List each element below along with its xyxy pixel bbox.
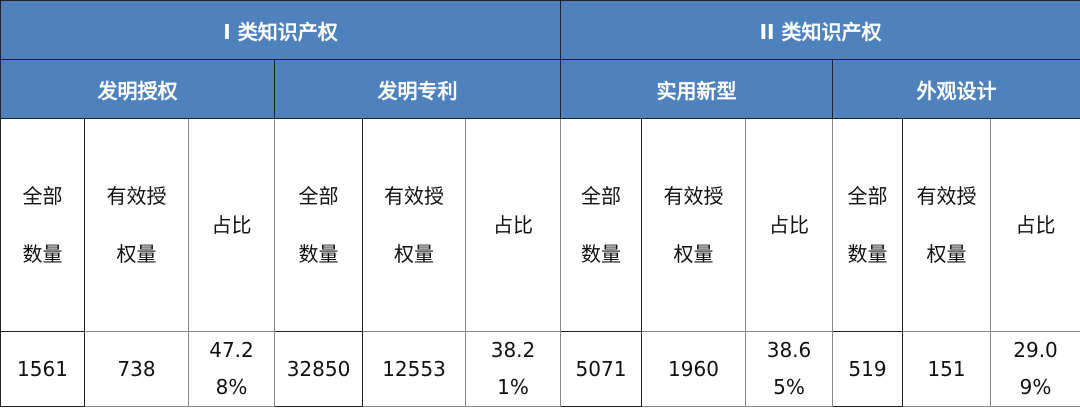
subgroup-header: 实用新型 xyxy=(560,59,833,119)
cell-value: 29.09% xyxy=(1013,338,1058,399)
column-header: 有效授权量 xyxy=(362,118,466,332)
column-header: 占比 xyxy=(745,118,833,332)
column-header: 有效授权量 xyxy=(84,118,189,332)
table-cell: 151 xyxy=(902,331,991,407)
subgroup-header: 外观设计 xyxy=(831,59,1080,119)
column-header: 有效授权量 xyxy=(641,118,746,332)
column-header-label: 占比 xyxy=(493,213,533,237)
cell-value: 38.21% xyxy=(490,338,536,399)
column-header-label: 全部数量 xyxy=(298,184,339,266)
table-cell: 12553 xyxy=(362,331,466,407)
subgroup-header: 发明专利 xyxy=(274,59,561,119)
cell-value: 32850 xyxy=(286,357,351,381)
table-cell: 1960 xyxy=(641,331,746,407)
table-cell: 38.21% xyxy=(465,331,561,407)
cell-value: 519 xyxy=(848,357,887,381)
table-cell: 38.65% xyxy=(745,331,833,407)
table-cell: 738 xyxy=(84,331,189,407)
column-header-label: 占比 xyxy=(211,213,252,237)
column-header-row: 全部数量 有效授权量 占比 全部数量 有效授权量 占比 全部数量 有效授权量 占比 全部数量 有效授… xyxy=(0,118,1080,332)
group-header-class-i: I 类知识产权 xyxy=(0,0,561,60)
column-header-label: 有效授权量 xyxy=(106,184,167,266)
column-header-label: 有效授权量 xyxy=(384,184,444,266)
cell-value: 12553 xyxy=(382,357,446,381)
column-header: 占比 xyxy=(989,118,1080,332)
cell-value: 1561 xyxy=(17,357,68,381)
table-row: 1561 738 47.28% 32850 12553 38.21% 5071 1960 38.… xyxy=(0,331,1080,407)
group-header-row: I 类知识产权 II 类知识产权 xyxy=(0,0,1080,60)
column-header: 占比 xyxy=(465,118,561,332)
column-header: 全部数量 xyxy=(832,118,903,332)
cell-value: 5071 xyxy=(575,357,627,381)
column-header: 全部数量 xyxy=(560,118,642,332)
subgroup-header: 发明授权 xyxy=(0,59,275,119)
table-cell: 519 xyxy=(832,331,903,407)
column-header-label: 有效授权量 xyxy=(663,184,724,266)
group-header-class-ii: II 类知识产权 xyxy=(559,0,1080,60)
column-header-label: 占比 xyxy=(1015,213,1056,237)
cell-value: 151 xyxy=(927,357,966,381)
cell-value: 38.65% xyxy=(766,338,812,399)
table-cell: 32850 xyxy=(274,331,363,407)
column-header-label: 全部数量 xyxy=(847,184,888,266)
table-cell: 47.28% xyxy=(188,331,275,407)
cell-value: 47.28% xyxy=(209,338,254,399)
column-header: 占比 xyxy=(188,118,275,332)
subgroup-header-row: 发明授权 发明专利 实用新型 外观设计 xyxy=(0,59,1080,119)
column-header-label: 占比 xyxy=(769,213,809,237)
cell-value: 1960 xyxy=(668,357,719,381)
column-header: 全部数量 xyxy=(0,118,85,332)
column-header-label: 全部数量 xyxy=(22,184,63,266)
table-cell: 29.09% xyxy=(989,331,1080,407)
column-header: 全部数量 xyxy=(274,118,363,332)
column-header-label: 全部数量 xyxy=(581,184,621,266)
table-cell: 1561 xyxy=(0,331,85,407)
column-header: 有效授权量 xyxy=(902,118,991,332)
table-cell: 5071 xyxy=(560,331,642,407)
column-header-label: 有效授权量 xyxy=(916,184,977,266)
cell-value: 738 xyxy=(117,357,156,381)
